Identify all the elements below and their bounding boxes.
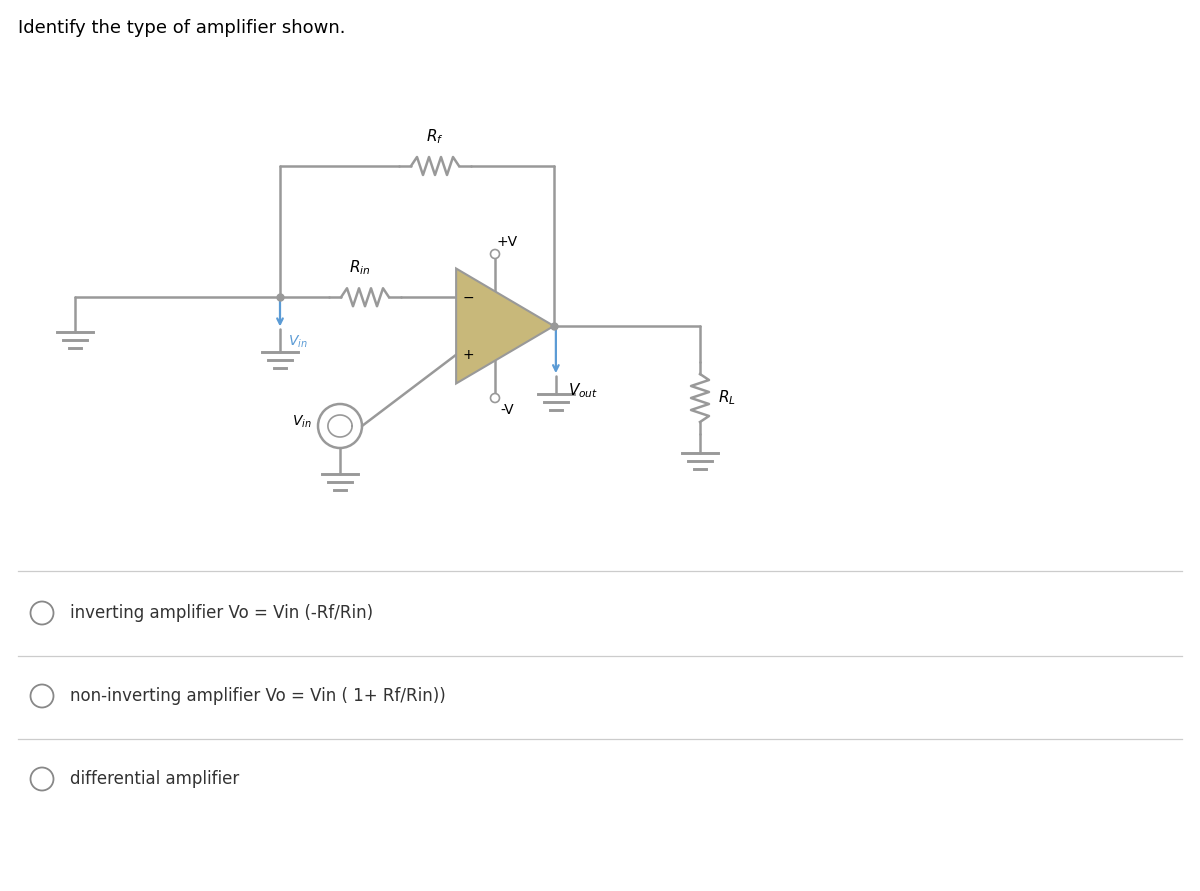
Text: $R_f$: $R_f$	[426, 127, 444, 146]
Text: $V_{in}$: $V_{in}$	[288, 333, 307, 349]
Circle shape	[491, 394, 499, 403]
Polygon shape	[456, 268, 554, 383]
Text: Identify the type of amplifier shown.: Identify the type of amplifier shown.	[18, 19, 346, 37]
Text: differential amplifier: differential amplifier	[70, 770, 239, 788]
Text: $+$: $+$	[462, 347, 474, 362]
Text: $-$: $-$	[462, 290, 474, 304]
Text: -V: -V	[500, 403, 514, 417]
Text: $R_L$: $R_L$	[718, 388, 736, 407]
Circle shape	[491, 249, 499, 258]
Text: inverting amplifier Vo = Vin (-Rf/Rin): inverting amplifier Vo = Vin (-Rf/Rin)	[70, 604, 373, 622]
Text: non-inverting amplifier Vo = Vin ( 1+ Rf/Rin)): non-inverting amplifier Vo = Vin ( 1+ Rf…	[70, 687, 445, 705]
Text: +V: +V	[497, 235, 517, 249]
Text: $R_{in}$: $R_{in}$	[349, 258, 371, 277]
Text: $V_{out}$: $V_{out}$	[568, 381, 598, 400]
Text: $V_{in}$: $V_{in}$	[293, 413, 312, 430]
